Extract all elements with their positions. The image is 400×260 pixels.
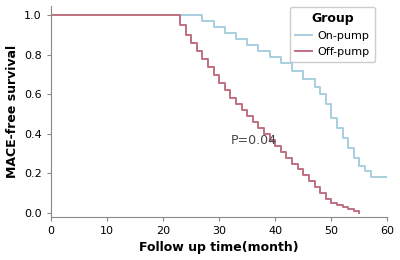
Y-axis label: MACE-free survival: MACE-free survival <box>6 45 18 178</box>
Text: P=0.04: P=0.04 <box>230 134 276 147</box>
Legend: On-pump, Off-pump: On-pump, Off-pump <box>290 7 375 62</box>
X-axis label: Follow up time(month): Follow up time(month) <box>139 242 299 255</box>
